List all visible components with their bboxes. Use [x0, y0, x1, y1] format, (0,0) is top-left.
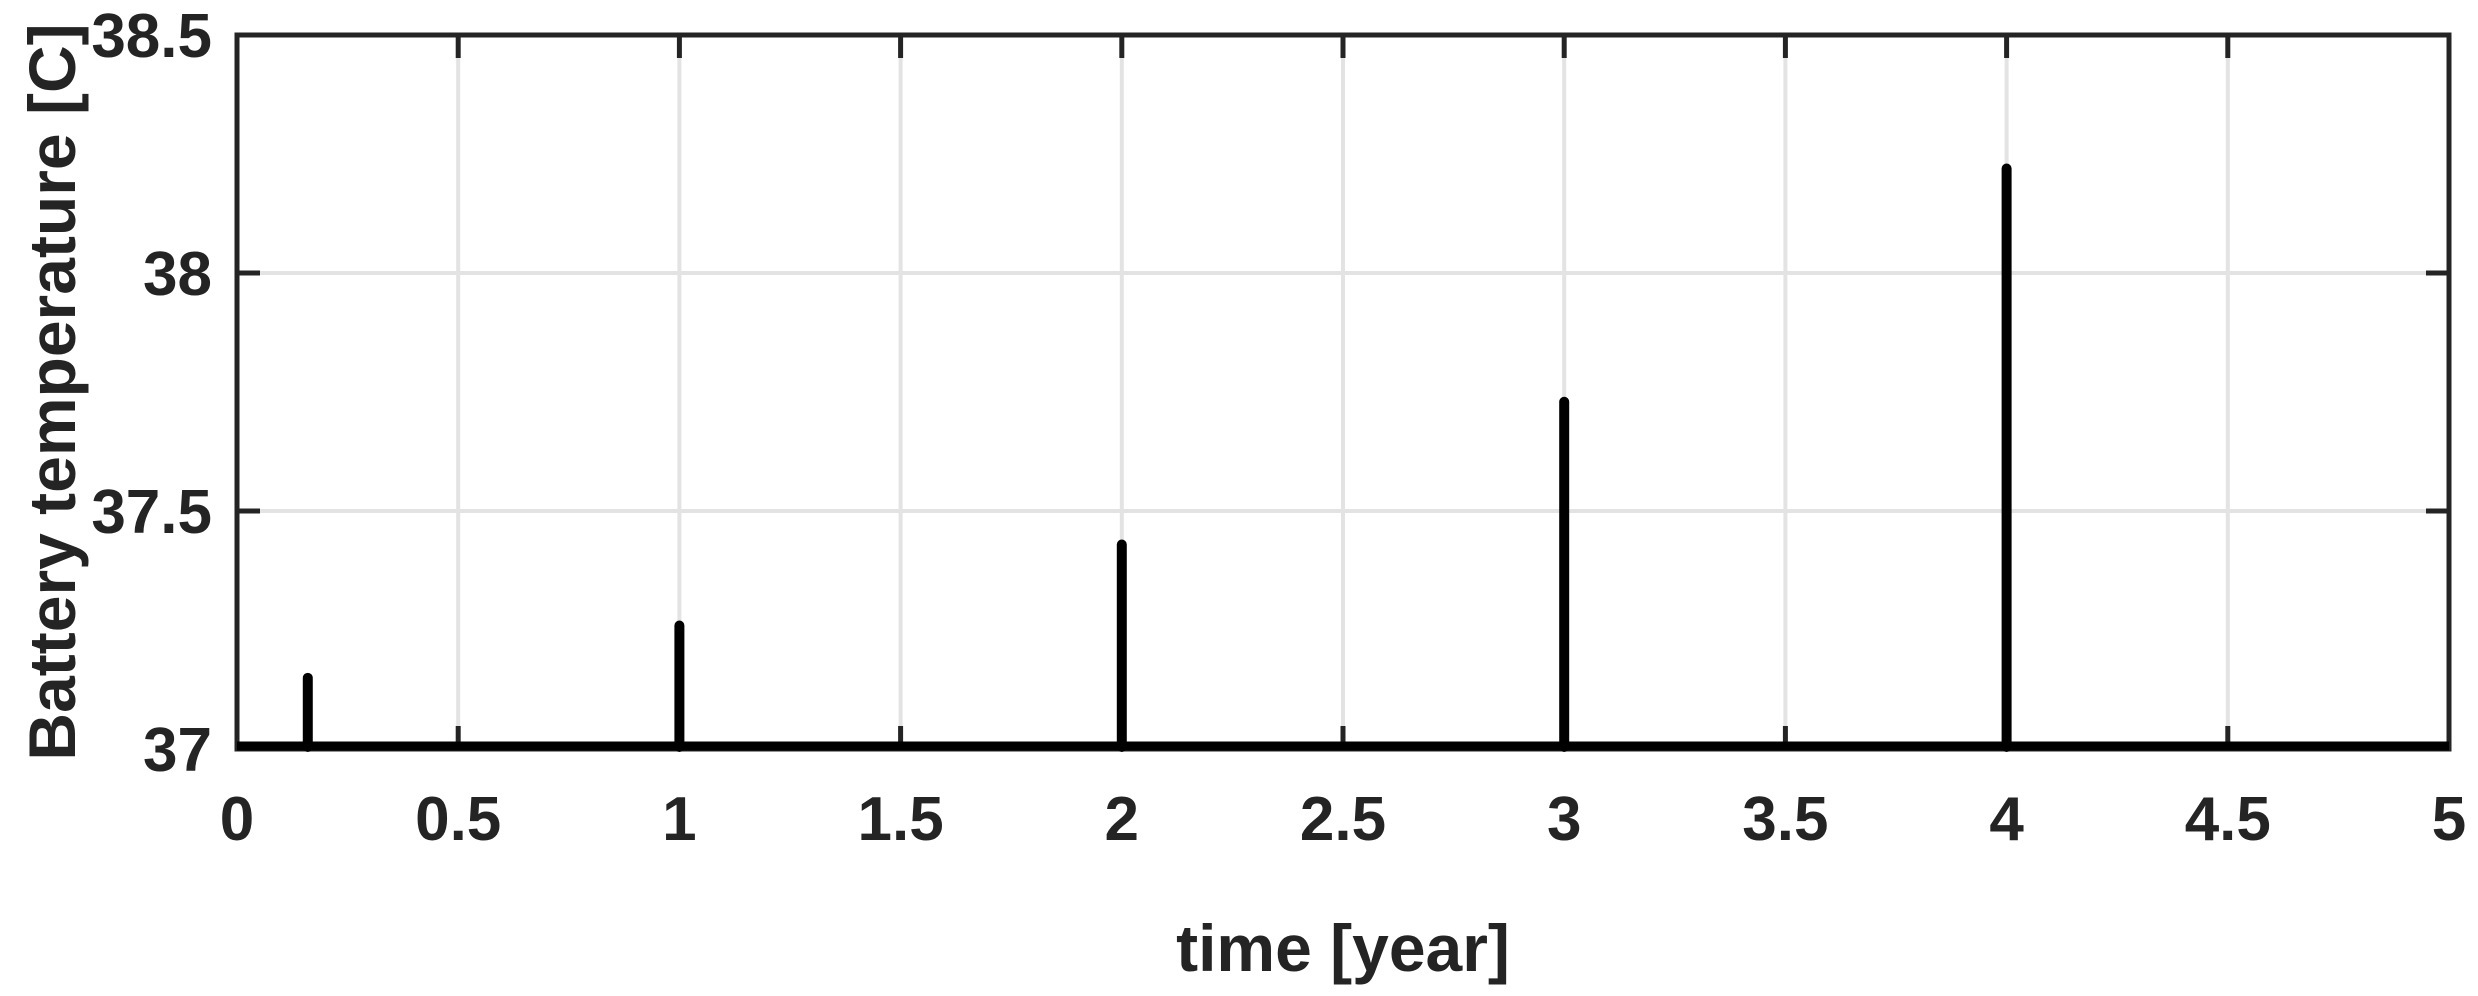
x-tick-label: 0 — [220, 785, 254, 854]
x-tick-label: 1.5 — [857, 785, 943, 854]
x-tick-label: 5 — [2432, 785, 2466, 854]
x-tick-label: 0.5 — [415, 785, 501, 854]
x-tick-label: 4.5 — [2185, 785, 2271, 854]
x-tick-label: 3.5 — [1742, 785, 1828, 854]
y-tick-label: 38 — [143, 240, 212, 309]
x-tick-label: 2 — [1105, 785, 1139, 854]
x-tick-label: 4 — [1989, 785, 2024, 854]
y-tick-label: 37 — [143, 716, 212, 785]
x-axis-label: time [year] — [1176, 911, 1510, 985]
y-tick-label: 38.5 — [91, 2, 212, 71]
x-tick-label: 1 — [662, 785, 696, 854]
x-tick-label: 3 — [1547, 785, 1581, 854]
y-tick-label: 37.5 — [91, 478, 212, 547]
x-tick-label: 2.5 — [1300, 785, 1386, 854]
y-axis-label: Battery temperature [C] — [15, 23, 89, 761]
